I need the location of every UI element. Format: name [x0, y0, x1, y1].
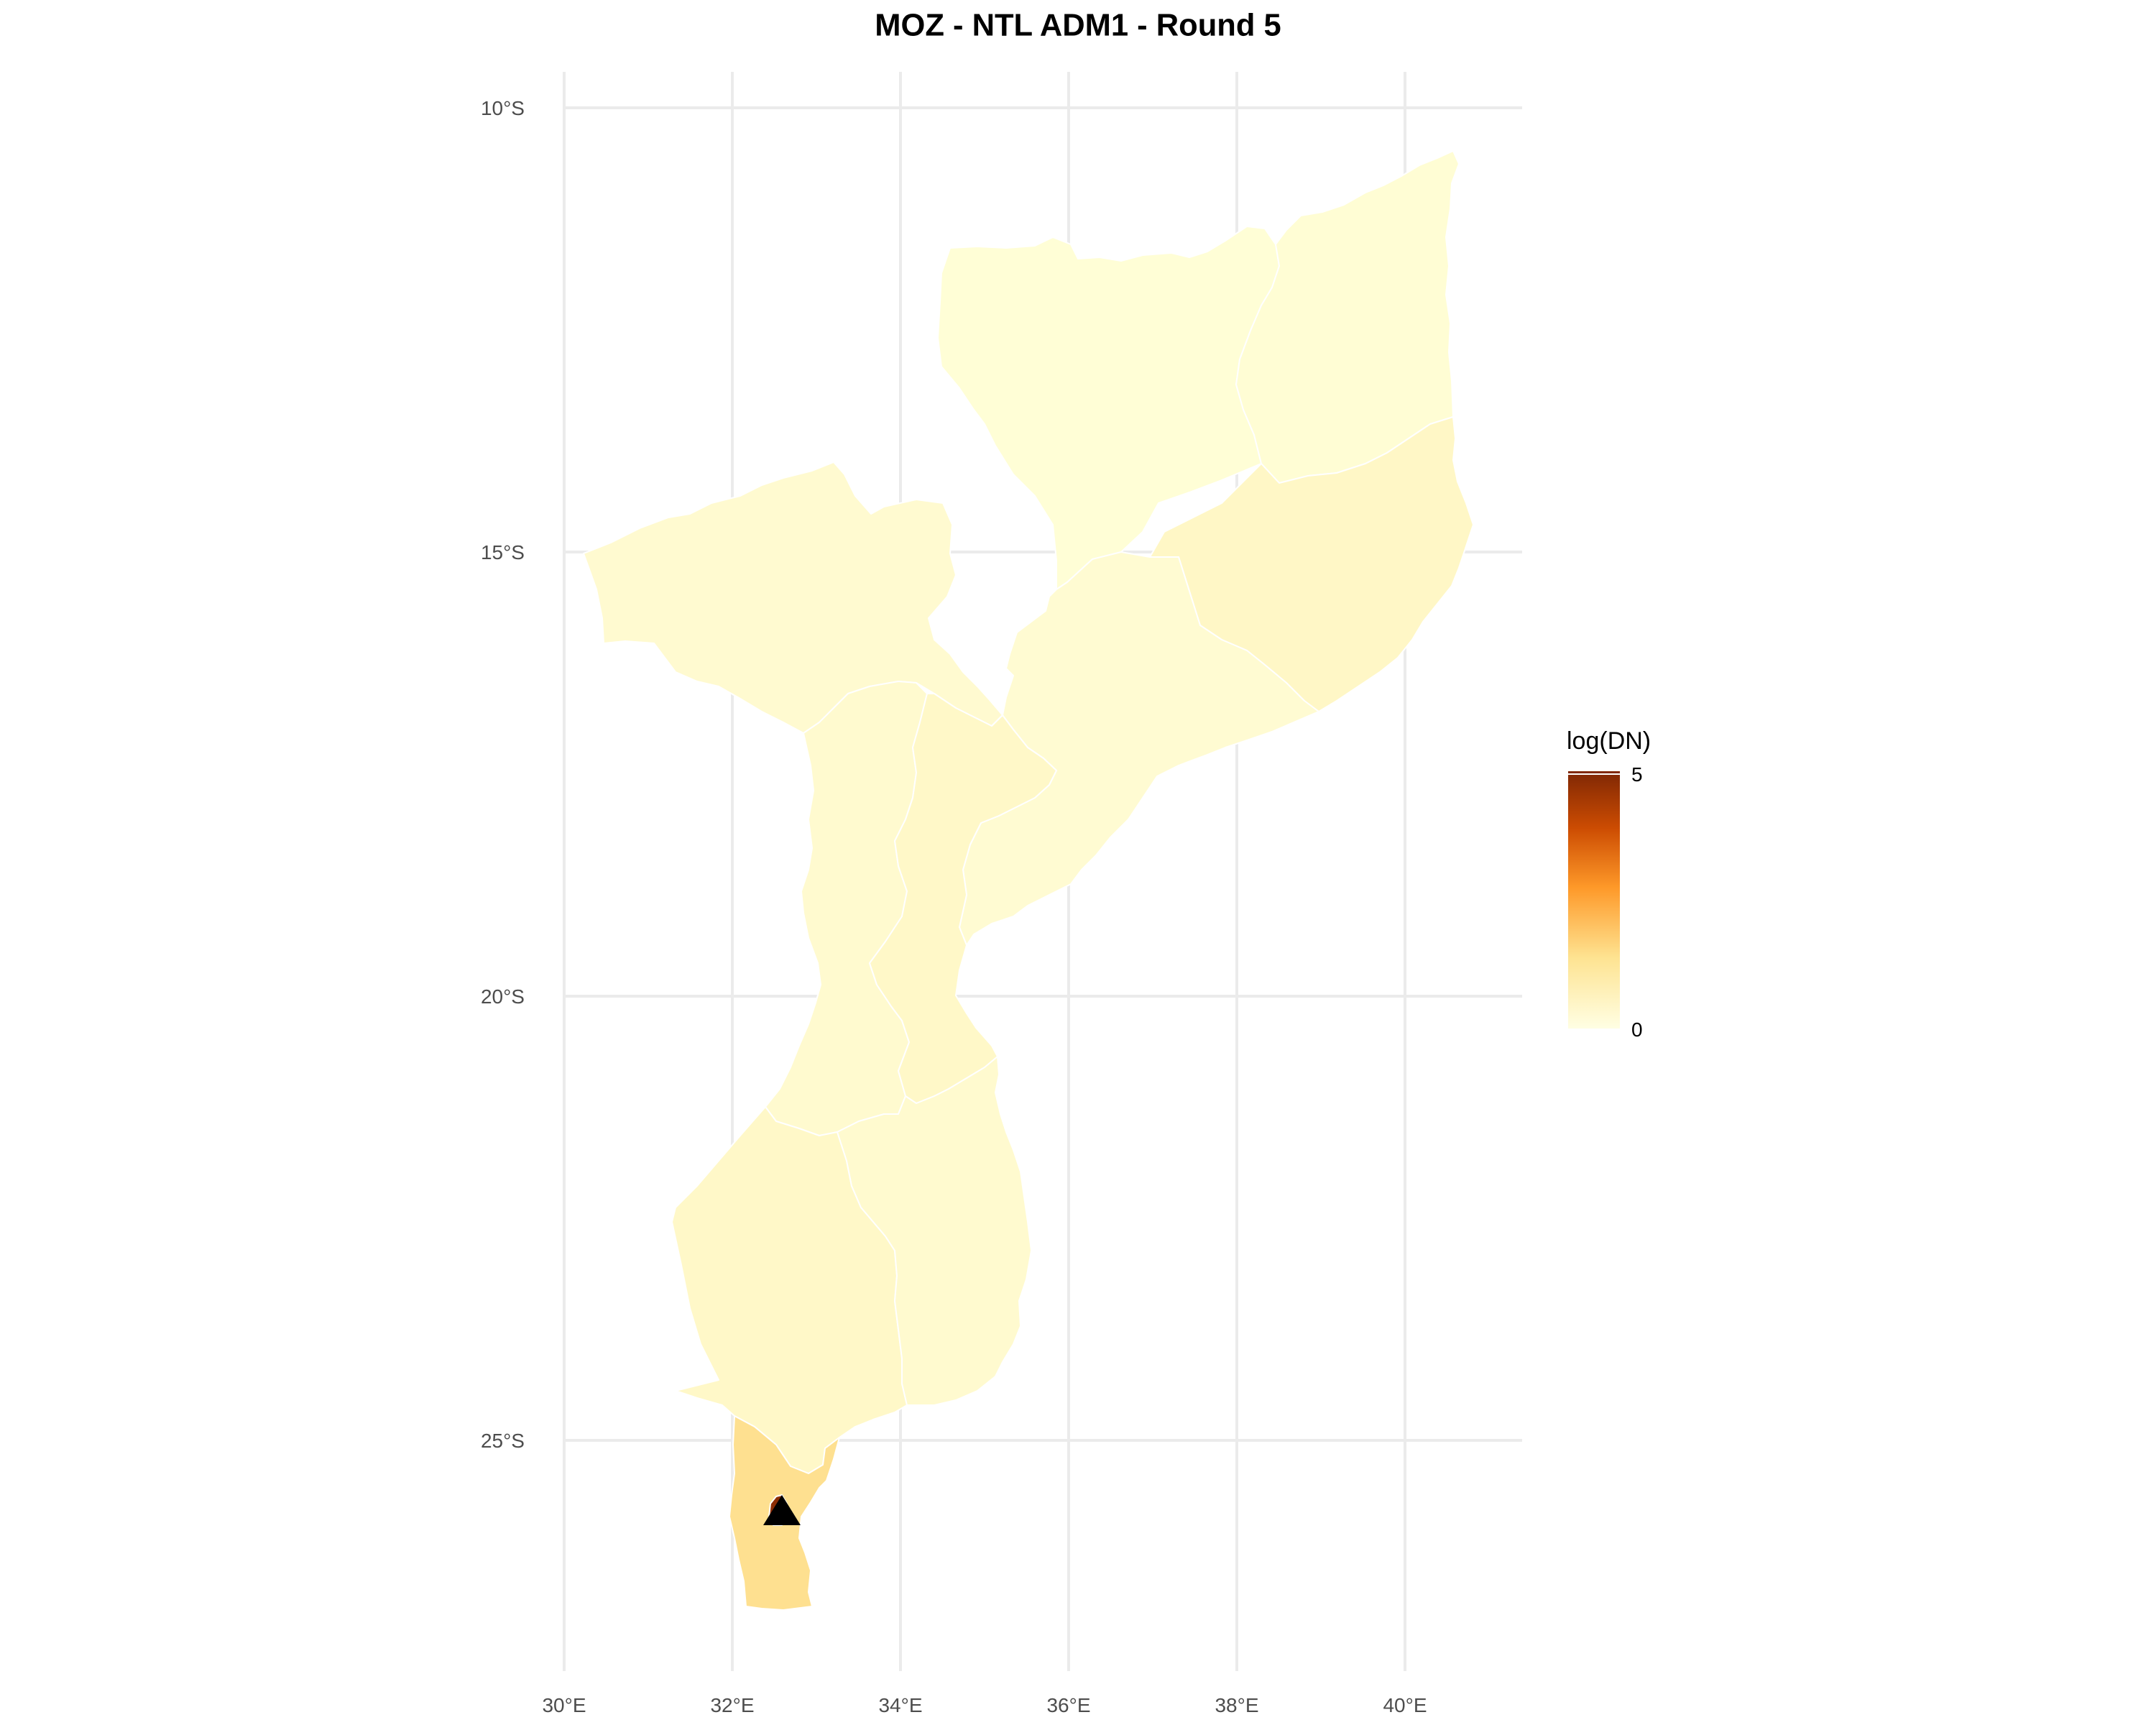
latitude-tick-label: 20°S [481, 985, 525, 1008]
legend-max-label: 5 [1631, 763, 1643, 786]
latitude-tick-label: 10°S [481, 97, 525, 119]
province-tete [583, 461, 1003, 734]
capital-triangle-icon [763, 1495, 801, 1525]
legend-colorbar [1568, 771, 1620, 1030]
province-sofala [869, 693, 1057, 1104]
longitude-tick-label: 40°E [1383, 1694, 1427, 1716]
color-legend: log(DN) 5 0 [1567, 727, 1651, 1041]
province-polygons [583, 150, 1474, 1611]
longitude-axis-labels: 30°E 32°E 34°E 36°E 38°E 40°E [542, 1694, 1427, 1716]
latitude-tick-label: 25°S [481, 1430, 525, 1452]
latitude-tick-label: 15°S [481, 541, 525, 564]
longitude-tick-label: 32°E [710, 1694, 754, 1716]
legend-min-label: 0 [1631, 1018, 1643, 1041]
legend-title: log(DN) [1567, 727, 1651, 755]
latitude-axis-labels: 10°S 15°S 20°S 25°S [481, 97, 525, 1452]
province-cabo-delgado [1235, 150, 1460, 484]
capital-marker [763, 1495, 801, 1525]
longitude-tick-label: 34°E [878, 1694, 922, 1716]
map-title: MOZ - NTL ADM1 - Round 5 [875, 9, 1281, 43]
longitude-tick-label: 38°E [1215, 1694, 1258, 1716]
province-inhambane [837, 1056, 1032, 1406]
longitude-tick-label: 30°E [542, 1694, 586, 1716]
longitude-tick-label: 36°E [1046, 1694, 1090, 1716]
